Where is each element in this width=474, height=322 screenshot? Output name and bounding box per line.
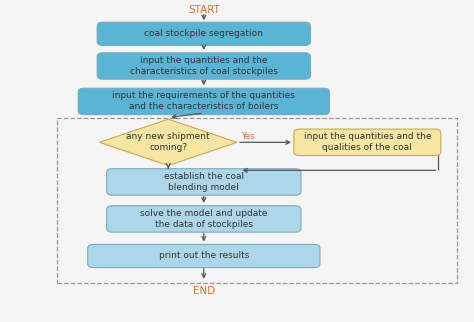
Text: input the quantities and the
qualities of the coal: input the quantities and the qualities o…	[304, 132, 431, 152]
FancyBboxPatch shape	[294, 129, 441, 156]
Text: START: START	[188, 5, 220, 15]
Text: any new shipment
coming?: any new shipment coming?	[127, 132, 210, 152]
FancyBboxPatch shape	[78, 88, 329, 115]
Bar	[57, 118, 457, 283]
Text: coal stockpile segregation: coal stockpile segregation	[145, 29, 263, 38]
Text: solve the model and update
the data of stockpiles: solve the model and update the data of s…	[140, 209, 267, 229]
FancyBboxPatch shape	[107, 169, 301, 195]
Text: No: No	[174, 169, 185, 178]
Text: establish the coal
blending model: establish the coal blending model	[164, 172, 244, 192]
Text: END: END	[193, 286, 215, 297]
Polygon shape	[100, 119, 237, 166]
FancyBboxPatch shape	[97, 22, 310, 45]
Text: input the quantities and the
characteristics of coal stockpiles: input the quantities and the characteris…	[130, 56, 278, 76]
FancyBboxPatch shape	[97, 53, 310, 79]
Text: print out the results: print out the results	[159, 251, 249, 260]
FancyBboxPatch shape	[107, 206, 301, 232]
Text: Yes: Yes	[241, 132, 254, 141]
FancyBboxPatch shape	[88, 244, 320, 268]
Text: input the requirements of the quantities
and the characteristics of boilers: input the requirements of the quantities…	[112, 91, 295, 111]
